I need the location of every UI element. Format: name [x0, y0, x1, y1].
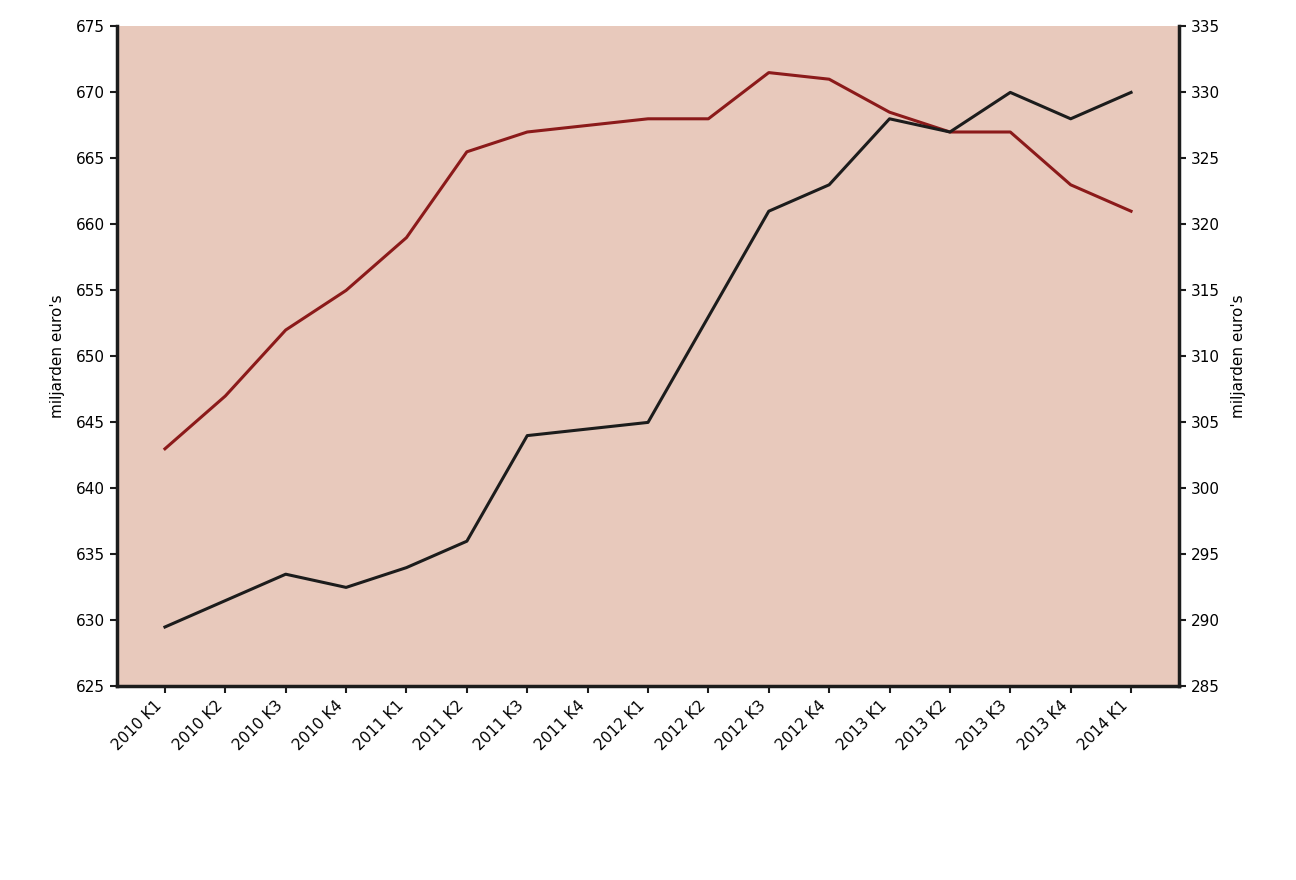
Y-axis label: miljarden euro's: miljarden euro's [1231, 295, 1247, 418]
Y-axis label: miljarden euro's: miljarden euro's [49, 295, 65, 418]
